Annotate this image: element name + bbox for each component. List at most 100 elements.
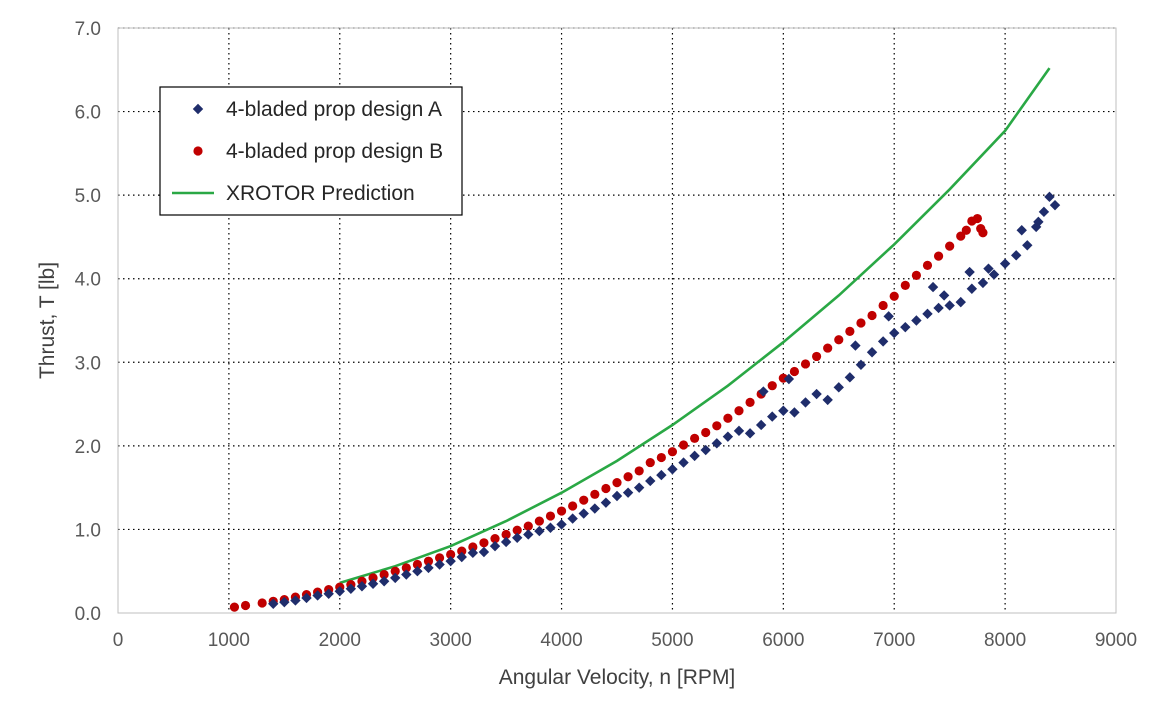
- y-axis-title: Thrust, T [lb]: [36, 262, 59, 379]
- data-point: [523, 521, 533, 531]
- data-point: [944, 300, 955, 311]
- data-point: [978, 228, 988, 238]
- data-point: [933, 251, 944, 261]
- data-point: [945, 241, 955, 251]
- data-point: [1033, 216, 1044, 228]
- data-point: [999, 258, 1011, 269]
- y-tick-label: 3.0: [75, 353, 101, 374]
- x-tick-label: 1000: [208, 630, 250, 651]
- data-point: [1030, 221, 1042, 233]
- series-xrotor-prediction: [339, 67, 1051, 585]
- data-point: [534, 525, 545, 537]
- data-point: [490, 534, 500, 544]
- y-tick-label: 1.0: [75, 520, 101, 541]
- data-point: [645, 457, 655, 468]
- data-point: [811, 388, 822, 400]
- data-point: [845, 326, 855, 336]
- data-point: [622, 487, 634, 498]
- data-point: [867, 310, 877, 321]
- legend-label: XROTOR Prediction: [226, 182, 415, 205]
- data-point: [290, 595, 301, 606]
- x-tick-label: 4000: [540, 630, 582, 651]
- legend-label: 4-bladed prop design A: [226, 98, 442, 121]
- data-point: [390, 566, 400, 576]
- x-tick-label: 2000: [319, 630, 361, 651]
- data-point: [534, 516, 544, 526]
- axis-ticks: 0 1000 2000 3000 4000 5000 6000 7000 8000 9000 0.0…: [75, 19, 1138, 651]
- data-point: [866, 347, 878, 358]
- data-point: [927, 281, 939, 293]
- legend-label: 4-bladed prop design B: [226, 140, 443, 163]
- data-point: [800, 397, 811, 408]
- data-point: [964, 266, 975, 278]
- data-point: [556, 506, 567, 516]
- data-point: [789, 366, 800, 377]
- x-tick-label: 6000: [762, 630, 804, 651]
- legend-entry: 4-bladed prop design A: [192, 98, 442, 121]
- data-point: [850, 340, 861, 351]
- data-point: [667, 464, 678, 475]
- data-point: [1049, 199, 1061, 211]
- data-point: [855, 359, 867, 370]
- data-point: [312, 590, 323, 601]
- data-point: [567, 513, 578, 524]
- data-point: [401, 569, 412, 580]
- data-point: [900, 280, 910, 290]
- data-point: [778, 405, 789, 416]
- data-point: [733, 425, 745, 437]
- data-point: [489, 540, 501, 552]
- y-tick-label: 4.0: [75, 270, 101, 291]
- data-point: [456, 551, 467, 563]
- x-axis-title: Angular Velocity, n [RPM]: [499, 666, 736, 689]
- data-point: [878, 300, 888, 311]
- y-tick-label: 2.0: [75, 437, 101, 458]
- series-layer: [229, 67, 1061, 612]
- data-point: [545, 522, 556, 533]
- data-point: [783, 373, 795, 385]
- data-point: [966, 283, 978, 294]
- data-point: [423, 556, 434, 566]
- data-point: [889, 291, 899, 301]
- data-point: [379, 569, 389, 580]
- data-point: [656, 452, 666, 463]
- y-tick-label: 6.0: [75, 103, 101, 124]
- data-point: [856, 318, 866, 328]
- data-point: [512, 525, 522, 535]
- data-point: [345, 583, 357, 594]
- data-point: [734, 406, 744, 416]
- data-point: [933, 302, 944, 314]
- data-point: [229, 602, 240, 612]
- data-point: [578, 508, 589, 519]
- data-point: [938, 290, 950, 301]
- data-point: [755, 419, 767, 431]
- data-point: [922, 260, 933, 270]
- data-point: [423, 562, 434, 574]
- data-point: [378, 576, 390, 587]
- data-point: [512, 532, 523, 543]
- prediction-line: [339, 67, 1051, 585]
- data-point: [656, 469, 667, 481]
- legend-diamond-swatch: [192, 103, 204, 115]
- data-point: [301, 592, 312, 604]
- x-tick-label: 3000: [430, 630, 472, 651]
- data-point: [667, 447, 678, 457]
- data-point: [889, 327, 900, 339]
- data-point: [883, 311, 894, 322]
- data-point: [401, 563, 411, 573]
- x-tick-label: 9000: [1095, 630, 1137, 651]
- data-point: [1022, 240, 1033, 251]
- legend-items: 4-bladed prop design A 4-bladed prop desi…: [172, 98, 443, 205]
- data-point: [445, 555, 456, 567]
- data-point: [556, 519, 567, 530]
- data-point: [590, 489, 600, 499]
- data-point: [1011, 250, 1022, 261]
- data-point: [956, 231, 966, 241]
- data-point: [268, 598, 279, 610]
- x-tick-label: 7000: [873, 630, 915, 651]
- data-point: [911, 270, 922, 280]
- data-point: [812, 351, 822, 362]
- data-point: [833, 382, 844, 393]
- series-4-bladed-prop-design-b: [229, 213, 988, 612]
